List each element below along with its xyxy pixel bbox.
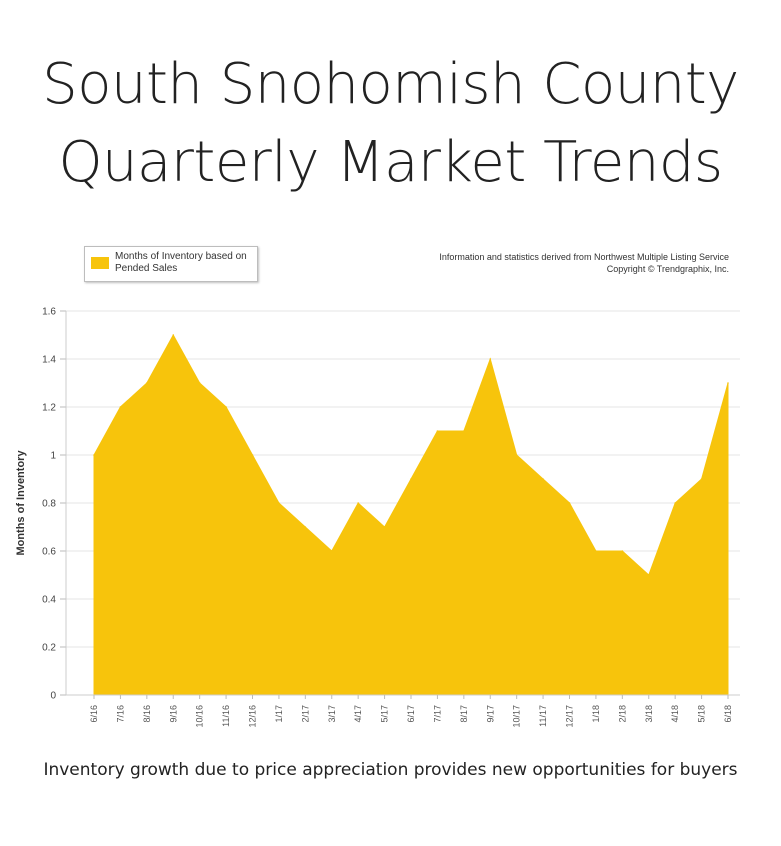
x-tick-label: 12/17	[565, 705, 575, 728]
data-point	[674, 502, 676, 504]
data-point	[410, 478, 412, 480]
data-point	[278, 502, 280, 504]
data-point	[647, 574, 650, 576]
chart-legend: Months of Inventory based on Pended Sale…	[84, 246, 258, 282]
chart-caption: Inventory growth due to price appreciati…	[43, 760, 738, 780]
x-tick-label: 11/16	[221, 705, 231, 727]
x-tick-label: 9/16	[168, 705, 178, 723]
y-tick-label: 1.6	[42, 307, 56, 318]
data-point	[330, 550, 333, 552]
x-tick-label: 6/17	[406, 705, 416, 723]
data-point	[304, 526, 307, 528]
x-tick-label: 5/18	[697, 705, 707, 723]
y-tick-label: 1.2	[42, 403, 56, 414]
y-tick-label: 0.4	[42, 595, 56, 606]
x-tick-label: 6/16	[89, 705, 99, 723]
x-tick-label: 8/17	[459, 705, 469, 723]
y-tick-label: 0.6	[42, 547, 56, 558]
legend-label: Months of Inventory based on Pended Sale…	[115, 251, 247, 274]
data-point	[146, 382, 148, 384]
data-point	[172, 334, 175, 336]
x-tick-label: 10/17	[512, 705, 522, 728]
y-tick-label: 1.4	[42, 355, 56, 366]
y-tick-label: 0.8	[42, 499, 56, 510]
source-note: Information and statistics derived from …	[439, 251, 729, 275]
data-point	[568, 502, 571, 504]
x-tick-label: 10/16	[195, 705, 205, 728]
data-point	[489, 358, 492, 360]
data-point	[463, 430, 465, 432]
x-tick-label: 5/17	[380, 705, 390, 723]
data-point	[621, 550, 624, 552]
data-point	[251, 454, 254, 456]
data-point	[383, 526, 386, 528]
x-tick-label: 3/17	[327, 705, 337, 723]
data-point	[436, 430, 439, 432]
data-point	[727, 382, 729, 384]
area-series	[93, 333, 729, 696]
x-tick-label: 8/16	[142, 705, 152, 723]
source-line2: Copyright © Trendgraphix, Inc.	[606, 264, 729, 274]
x-tick-label: 2/18	[617, 705, 627, 723]
x-tick-label: 7/16	[115, 705, 125, 723]
x-tick-label: 11/17	[538, 705, 548, 727]
x-tick-label: 9/17	[485, 705, 495, 723]
data-point	[198, 382, 201, 384]
x-tick-label: 12/16	[248, 705, 258, 728]
source-line1: Information and statistics derived from …	[439, 252, 729, 262]
y-tick-label: 0.2	[42, 643, 56, 654]
x-tick-label: 7/17	[432, 705, 442, 723]
data-point	[542, 478, 544, 480]
page-title-line2: Quarterly Market Trends	[58, 130, 723, 195]
data-point	[225, 406, 227, 408]
x-tick-label: 1/17	[274, 705, 284, 723]
page-title-line1: South Snohomish County	[42, 52, 739, 117]
y-tick-label: 0	[50, 691, 56, 702]
data-point	[515, 454, 518, 456]
legend-swatch	[91, 257, 109, 269]
data-point	[357, 502, 359, 504]
x-tick-label: 3/18	[644, 705, 654, 723]
data-point	[595, 550, 597, 552]
data-point	[700, 478, 703, 480]
x-tick-label: 4/18	[670, 705, 680, 723]
x-tick-label: 1/18	[591, 705, 601, 723]
data-point	[93, 454, 95, 456]
x-tick-label: 6/18	[723, 705, 733, 723]
x-tick-label: 2/17	[300, 705, 310, 723]
y-axis-label: Months of Inventory	[15, 450, 27, 556]
y-tick-label: 1	[50, 451, 56, 462]
x-tick-label: 4/17	[353, 705, 363, 723]
data-point	[119, 406, 122, 408]
area-chart: 0 0.2 0.4 0.6 0.8 1 1.2 1.4 1.6 6/16 7/16 8/16 9/16 1…	[15, 307, 740, 728]
